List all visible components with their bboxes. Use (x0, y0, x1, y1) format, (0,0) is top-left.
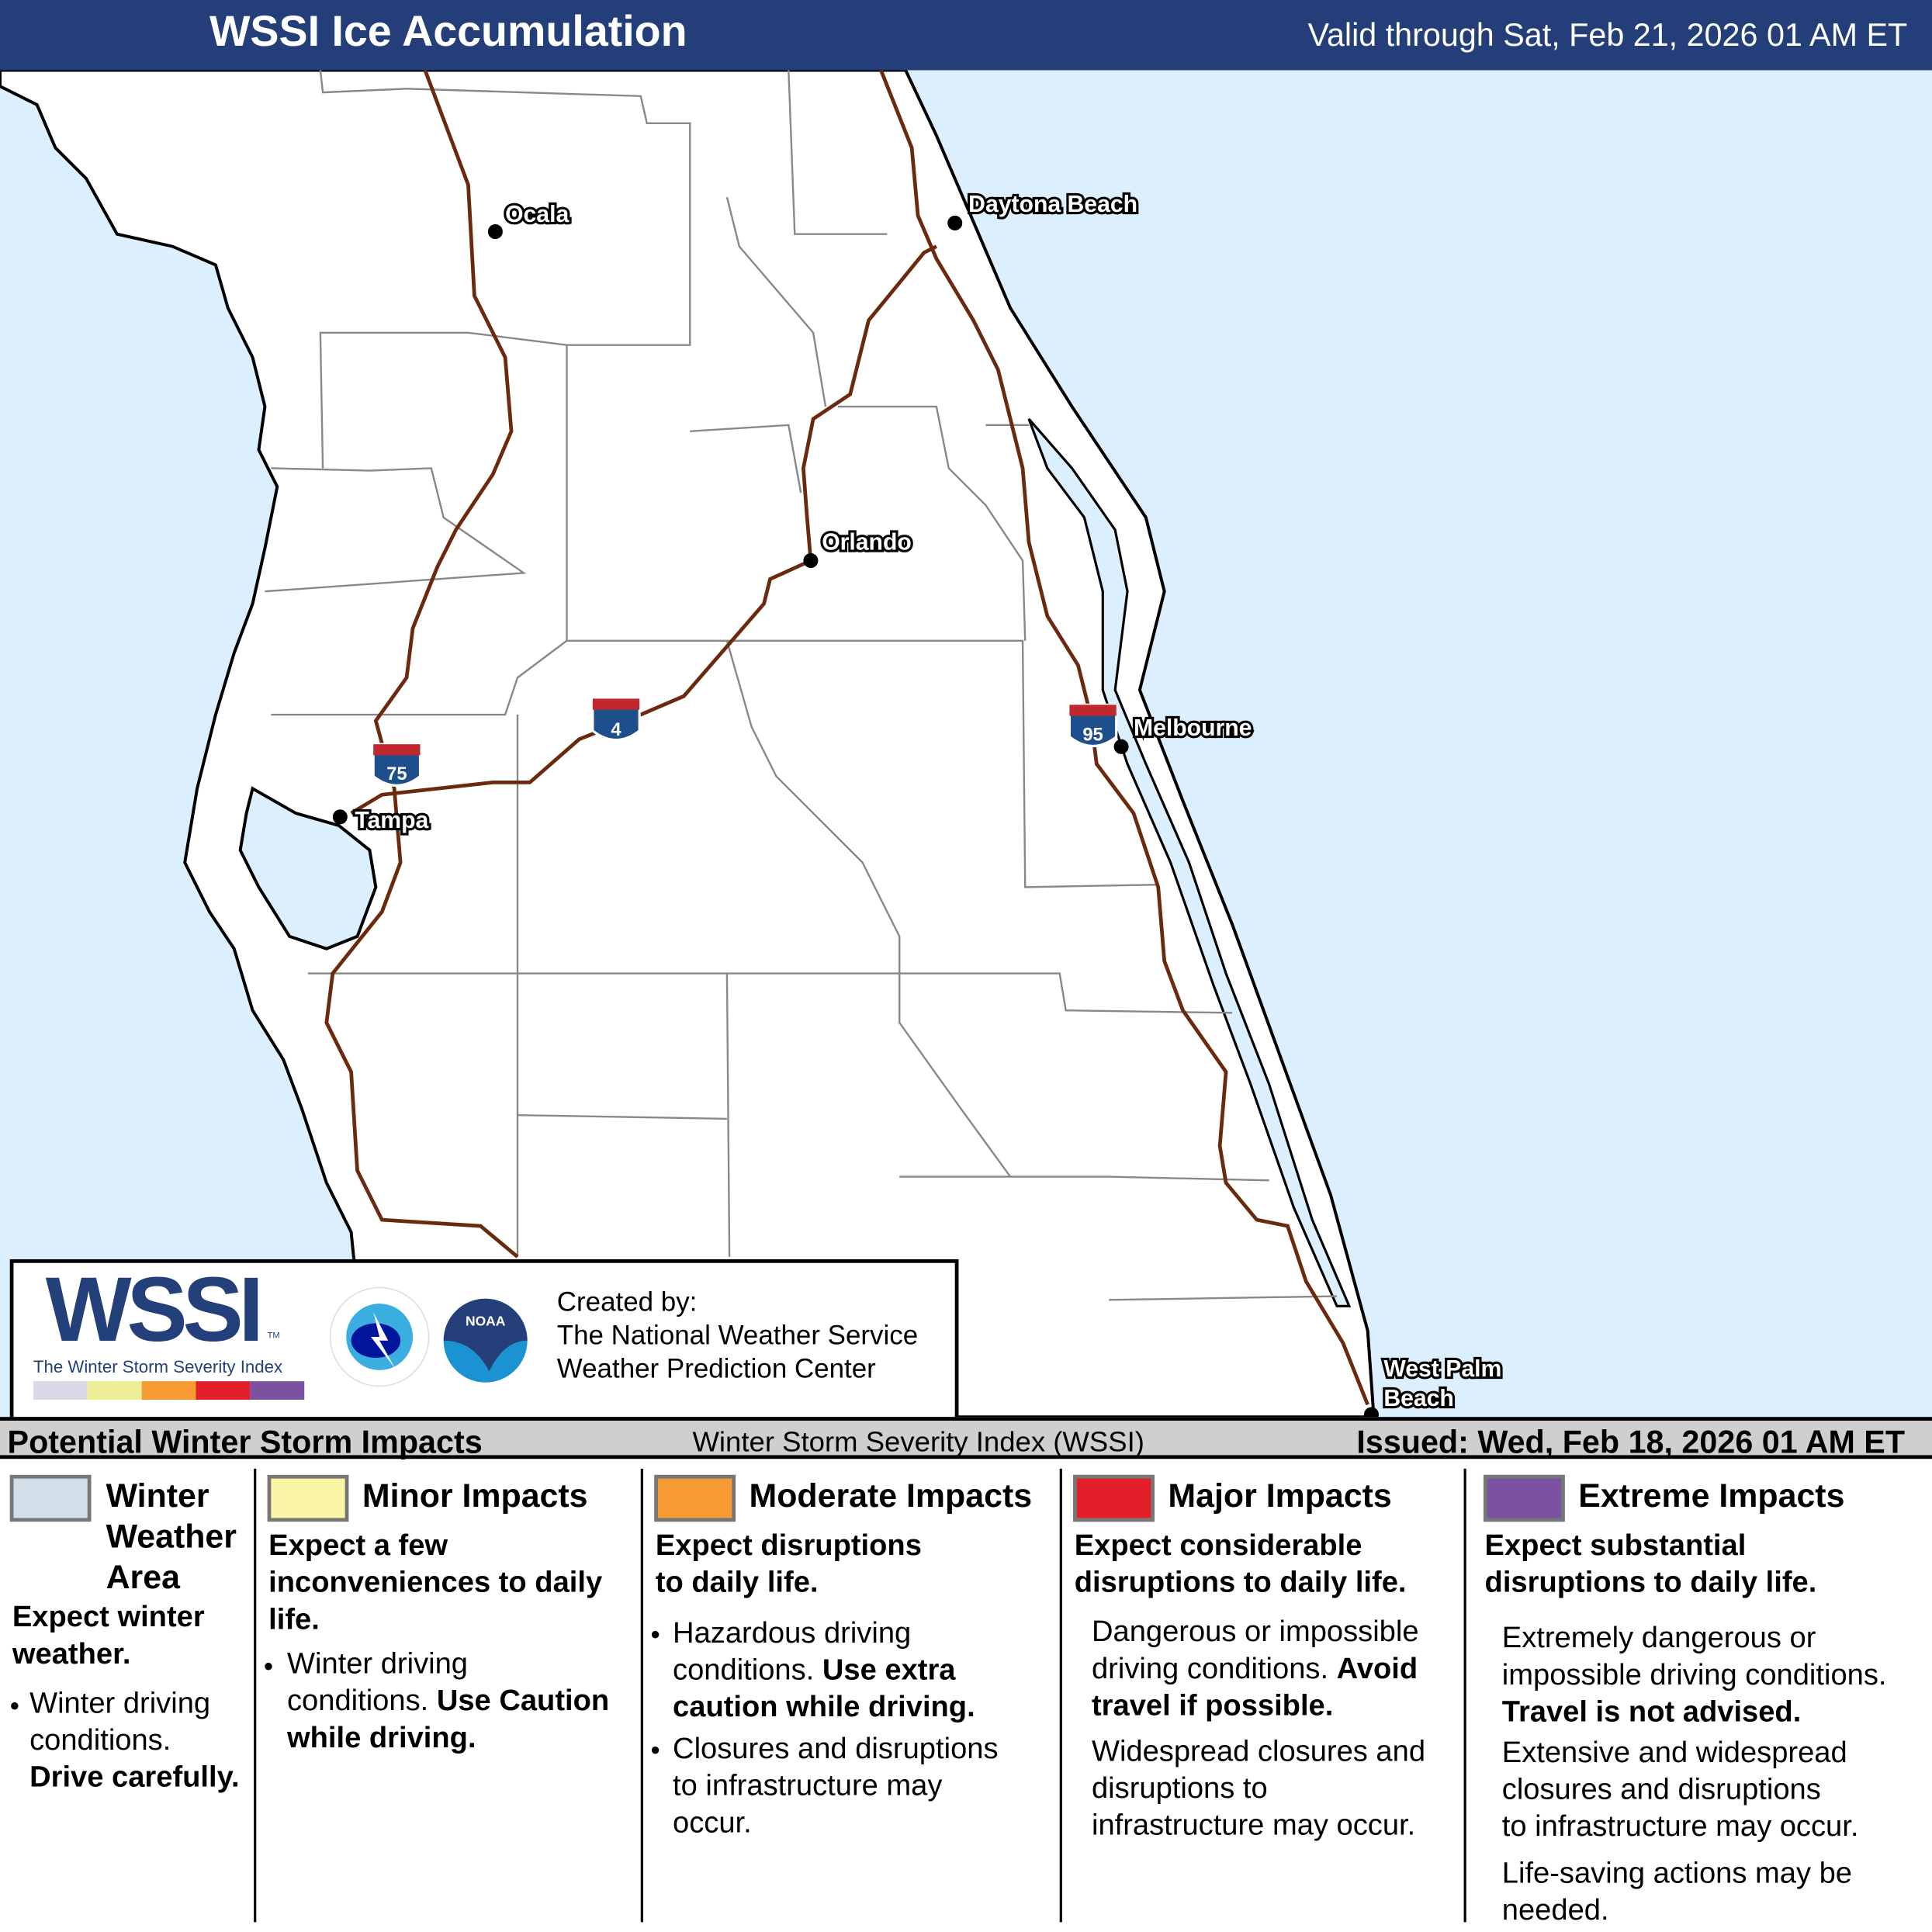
city-ocala: Ocala (505, 202, 569, 227)
minor-bullet: Winter driving conditions. Use Caution whi… (287, 1647, 610, 1755)
indian-river-lagoon (1027, 417, 1352, 1307)
tampa-bay (238, 786, 378, 950)
county-lines (265, 70, 1338, 1301)
issued-time: Issued: Wed, Feb 18, 2026 01 AM ET (1356, 1423, 1906, 1460)
column-divider (1059, 1468, 1062, 1923)
legend-subtitle: Winter Storm Severity Index (WSSI) (692, 1425, 1144, 1458)
extreme-infrastructure: Extensive and widespread closures and dis… (1501, 1736, 1859, 1844)
noaa-logo-icon: NOAA (433, 1289, 538, 1393)
bullet-icon: • (263, 1650, 274, 1682)
wssi-subtitle: The Winter Storm Severity Index (33, 1356, 283, 1376)
valid-time: Valid through Sat, Feb 21, 2026 01 AM ET (1307, 16, 1908, 54)
bullet-icon: • (9, 1690, 19, 1722)
nws-logo-icon (329, 1286, 430, 1387)
city-melbourne: Melbourne (1134, 715, 1252, 741)
i4-label: 4 (611, 719, 621, 740)
land (0, 70, 1376, 1418)
extreme-lead: Expect substantial disruptions to daily l… (1484, 1529, 1817, 1600)
major-driving: Dangerous or impossible driving condition… (1091, 1615, 1419, 1723)
winter-bullet: Winter driving conditions. Drive carefully… (29, 1686, 240, 1795)
map-title: WSSI Ice Accumulation (209, 7, 687, 56)
category-line: Area (106, 1558, 180, 1596)
impact-legend: Winter Weather Area Expect winter weather. … (0, 1459, 1932, 1932)
minor-lead: Expect a few inconveniences to daily life. (268, 1529, 603, 1636)
legend-header: Potential Winter Storm Impacts Winter St… (0, 1417, 1932, 1460)
category-minor: Minor Impacts (362, 1477, 588, 1515)
category-major: Major Impacts (1168, 1477, 1392, 1515)
swatch-extreme (1483, 1474, 1565, 1522)
i75-label: 75 (386, 763, 407, 784)
swatch-winter-weather-area (9, 1474, 92, 1522)
city-tampa: Tampa (355, 808, 428, 833)
org-nws: The National Weather Service (556, 1319, 919, 1351)
swatch-moderate (654, 1474, 736, 1522)
i75-route (324, 70, 519, 1259)
major-infrastructure: Widespread closures and disruptions to inf… (1091, 1734, 1426, 1843)
extreme-driving: Extremely dangerous or impossible driving… (1501, 1621, 1887, 1729)
winter-lead: Expect winter weather. (12, 1600, 205, 1671)
cities: Ocala Daytona Beach Orlando Tampa Melbou… (332, 189, 1504, 1418)
major-lead: Expect considerable disruptions to daily … (1074, 1529, 1407, 1600)
bullet-icon: • (650, 1619, 660, 1650)
map: 75 4 95 Ocala Daytona Beach Orlando Tamp… (0, 70, 1932, 1418)
city-orlando: Orlando (822, 529, 912, 555)
extreme-life-saving: Life-saving actions may be needed. (1501, 1857, 1853, 1927)
swatch-minor (267, 1474, 349, 1522)
logo-panel: WSSI TM The Winter Storm Severity Index … (9, 1258, 959, 1421)
i75-shield: 75 (372, 743, 422, 787)
column-divider (1463, 1468, 1466, 1923)
i95-route (879, 70, 1369, 1406)
category-winter-weather-area: Winter Weather Area (106, 1476, 237, 1598)
noaa-text: NOAA (466, 1314, 506, 1329)
bullet-icon: • (650, 1734, 660, 1766)
category-line: Winter (106, 1477, 209, 1515)
i95-label: 95 (1082, 724, 1103, 745)
category-extreme: Extreme Impacts (1578, 1477, 1845, 1515)
category-line: Weather (106, 1518, 237, 1556)
wssi-logo: WSSI (45, 1258, 264, 1361)
org-wpc: Weather Prediction Center (556, 1352, 876, 1384)
column-divider (254, 1468, 257, 1923)
city-west-palm: West Palm (1383, 1356, 1501, 1382)
title-bar: WSSI Ice Accumulation Valid through Sat,… (0, 0, 1932, 71)
moderate-bullet-1: Hazardous driving conditions. Use extra ca… (673, 1616, 975, 1724)
moderate-lead: Expect disruptions to daily life. (655, 1529, 922, 1600)
legend-title: Potential Winter Storm Impacts (7, 1423, 483, 1460)
city-west-palm-beach: Beach (1383, 1386, 1454, 1411)
i4-route (350, 244, 937, 815)
city-daytona-beach: Daytona Beach (968, 192, 1137, 217)
column-divider (640, 1468, 643, 1923)
category-moderate: Moderate Impacts (749, 1477, 1033, 1515)
created-by: Created by: (556, 1286, 698, 1317)
interstates (324, 70, 1369, 1406)
tm-mark: TM (267, 1331, 280, 1341)
swatch-major (1073, 1474, 1155, 1522)
credits: Created by: The National Weather Service… (557, 1285, 918, 1385)
i95-shield: 95 (1068, 703, 1118, 747)
moderate-bullet-2: Closures and disruptions to infrastructur… (673, 1732, 999, 1840)
severity-color-bar (33, 1381, 305, 1400)
i4-shield: 4 (591, 697, 641, 742)
